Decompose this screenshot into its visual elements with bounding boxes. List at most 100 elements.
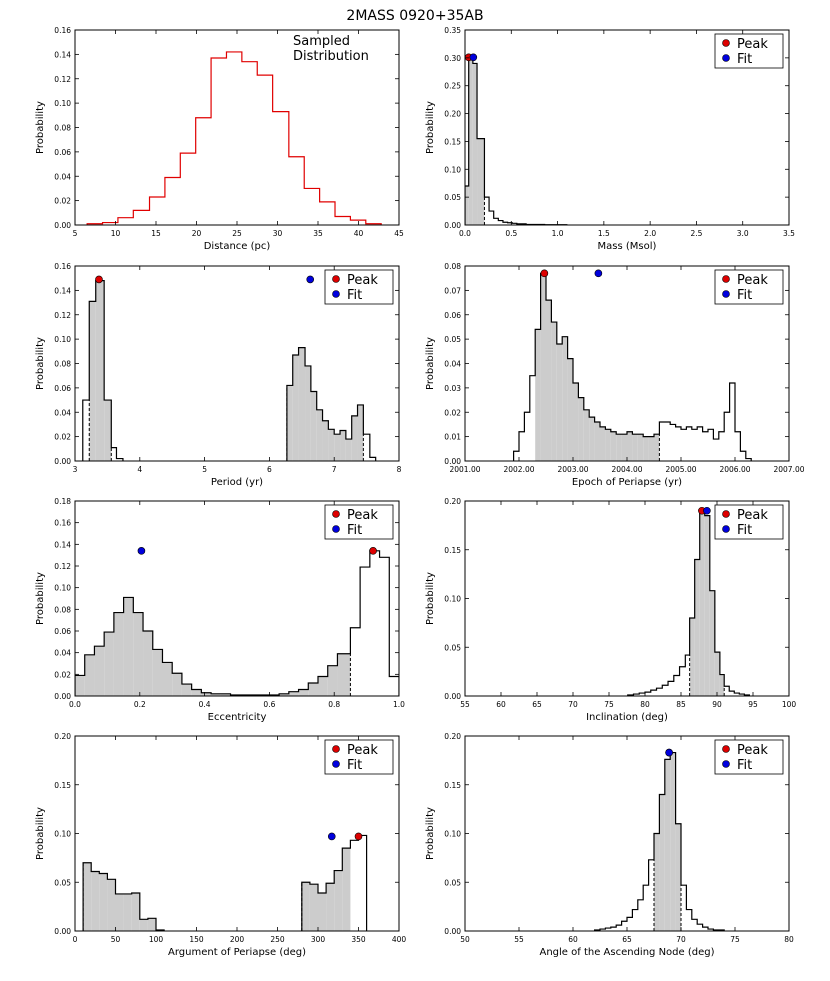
peak-marker: [369, 547, 377, 555]
legend-label: Fit: [347, 758, 362, 773]
x-tick-label: 50: [111, 935, 121, 944]
hist-bar-fill: [589, 417, 595, 461]
y-tick-label: 0.04: [444, 360, 461, 369]
x-axis-label: Epoch of Periapse (yr): [572, 477, 682, 488]
hist-bar-fill: [583, 409, 590, 461]
hist-bar-fill: [123, 893, 132, 931]
plot-area: [513, 272, 752, 461]
legend-marker: [722, 510, 730, 518]
x-tick-label: 2002.00: [503, 465, 534, 474]
legend-marker: [332, 760, 340, 768]
hist-bar-fill: [298, 689, 309, 696]
hist-bar-fill: [465, 186, 469, 225]
y-tick-label: 0.08: [54, 360, 71, 369]
y-tick-label: 0.15: [444, 546, 461, 555]
y-tick-label: 0.15: [54, 781, 71, 790]
hist-bar-fill: [709, 590, 715, 696]
panel-inclination: 55 60 65 70 75 80 85 90 95 100 0.00 0.05 0.10 0.15 0.2…: [425, 497, 796, 723]
hist-step-line: [75, 550, 399, 696]
hist-bar-fill: [91, 871, 100, 931]
hist-bar-fill: [104, 632, 114, 696]
x-axis-label: Mass (Msol): [598, 241, 657, 252]
hist-bar-fill: [84, 654, 95, 696]
y-tick-label: 0.00: [54, 692, 71, 701]
legend-label: Fit: [737, 523, 752, 538]
hist-bar-fill: [600, 426, 606, 461]
hist-bar-fill: [301, 882, 310, 931]
y-tick-label: 0.10: [444, 165, 461, 174]
y-tick-label: 0.15: [444, 137, 461, 146]
y-tick-label: 0.06: [54, 384, 71, 393]
legend-label: Fit: [737, 52, 752, 67]
hist-bar-fill: [201, 692, 212, 696]
x-tick-label: 60: [568, 935, 578, 944]
x-tick-label: 45: [394, 229, 404, 238]
y-tick-label: 0.02: [54, 670, 71, 679]
hist-bar-fill: [551, 322, 557, 461]
y-tick-label: 0.05: [54, 878, 71, 887]
x-tick-label: 15: [151, 229, 161, 238]
x-tick-label: 60: [496, 700, 506, 709]
x-tick-label: 80: [640, 700, 650, 709]
y-tick-label: 0.15: [444, 781, 461, 790]
hist-bar-fill: [107, 879, 116, 931]
peak-marker: [540, 269, 549, 278]
x-axis-label: Angle of the Ascending Node (deg): [540, 947, 715, 958]
hist-bar-fill: [714, 652, 720, 696]
hist-bar-fill: [567, 358, 573, 461]
hist-bar-fill: [610, 431, 617, 461]
hist-bar-fill: [675, 823, 681, 931]
hist-bar-fill: [139, 919, 148, 931]
peak-marker: [354, 832, 363, 841]
x-tick-label: 7: [332, 465, 337, 474]
y-tick-label: 0.14: [54, 50, 71, 59]
x-tick-label: 5: [202, 465, 207, 474]
y-tick-label: 0.18: [54, 497, 71, 506]
y-tick-label: 0.12: [54, 562, 71, 571]
x-tick-label: 100: [782, 700, 797, 709]
legend-label: Peak: [737, 273, 768, 288]
annotation-text: Sampled: [293, 34, 350, 49]
hist-bar-fill: [632, 434, 638, 461]
x-tick-label: 0.5: [505, 229, 517, 238]
y-tick-label: 0.04: [54, 649, 71, 658]
legend-marker: [722, 290, 730, 298]
y-tick-label: 0.20: [54, 732, 71, 741]
panel-argument-of-periapse: 0 50 100 150 200 250 300 350 400 0.00 0.05 0.10 0.15…: [35, 732, 406, 958]
x-tick-label: 2007.00: [773, 465, 804, 474]
x-tick-label: 1.5: [598, 229, 610, 238]
x-tick-label: 300: [311, 935, 326, 944]
hist-bar-fill: [318, 892, 327, 931]
x-tick-label: 70: [568, 700, 578, 709]
y-tick-label: 0.10: [54, 584, 71, 593]
x-tick-label: 0.6: [263, 700, 275, 709]
x-axis-label: Inclination (deg): [586, 712, 668, 723]
hist-bar-fill: [621, 434, 627, 461]
hist-bar-fill: [340, 430, 346, 461]
x-tick-label: 200: [230, 935, 245, 944]
legend-marker: [332, 745, 340, 753]
hist-bar-fill: [637, 434, 644, 461]
hist-bar-fill: [220, 693, 231, 696]
hist-step-line: [465, 57, 568, 225]
legend-marker: [722, 525, 730, 533]
axes-frame: [464, 29, 790, 226]
hist-bar-fill: [357, 404, 364, 461]
y-tick-label: 0.00: [444, 927, 461, 936]
legend-label: Peak: [737, 508, 768, 523]
y-tick-label: 0.14: [54, 540, 71, 549]
x-tick-label: 0.2: [134, 700, 146, 709]
fit-marker: [306, 275, 315, 284]
x-tick-label: 35: [313, 229, 323, 238]
y-tick-label: 0.16: [54, 262, 71, 271]
hist-bar-fill: [89, 301, 96, 461]
y-tick-label: 0.05: [444, 335, 461, 344]
hist-bar-fill: [342, 848, 351, 931]
plot-area: [75, 550, 399, 696]
hist-bar-fill: [345, 439, 352, 461]
x-tick-label: 70: [676, 935, 686, 944]
y-tick-label: 0.35: [444, 26, 461, 35]
hist-bar-fill: [477, 138, 485, 225]
hist-bar-fill: [654, 833, 660, 931]
